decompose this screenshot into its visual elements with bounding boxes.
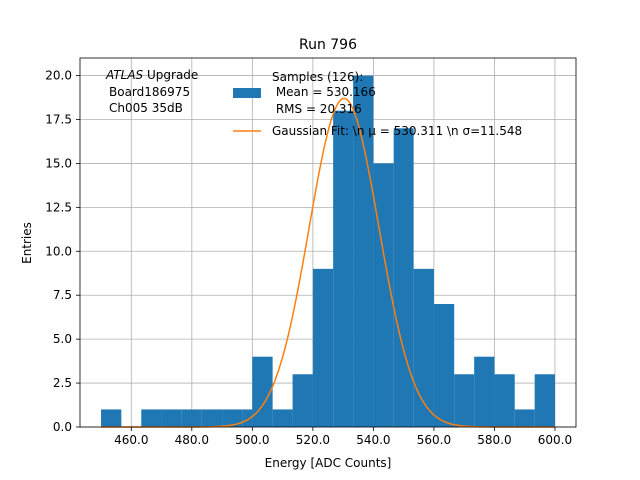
atlas-annotation: ATLAS Upgrade Board186975 Ch005 35dB — [105, 68, 198, 115]
legend-histogram-mean: Mean = 530.166 — [272, 85, 376, 99]
histogram-bar — [514, 409, 535, 427]
x-axis-label: Energy [ADC Counts] — [265, 456, 392, 470]
annotation-board: Board186975 — [109, 85, 190, 99]
histogram-bar — [252, 356, 273, 427]
annotation-channel: Ch005 35dB — [109, 101, 183, 115]
y-tick-label: 17.5 — [45, 113, 72, 127]
histogram-bar — [181, 409, 202, 427]
histogram-bar — [534, 374, 555, 427]
x-tick-label: 600.0 — [538, 433, 572, 447]
y-tick-label: 5.0 — [53, 332, 72, 346]
histogram-bar — [373, 163, 394, 427]
histogram-bar — [242, 409, 253, 427]
legend-histogram-title: Samples (126): — [272, 70, 363, 84]
x-tick-label: 480.0 — [175, 433, 209, 447]
histogram-bar — [333, 110, 354, 427]
y-tick-label: 20.0 — [45, 69, 72, 83]
svg-text:ATLAS Upgrade: ATLAS Upgrade — [105, 68, 198, 82]
x-tick-label: 580.0 — [477, 433, 511, 447]
y-tick-label: 2.5 — [53, 376, 72, 390]
histogram-bar — [433, 304, 455, 427]
histogram-bar — [161, 409, 182, 427]
x-axis-ticks: 460.0 480.0 500.0 520.0 540.0 560.0 580.0 600.0 — [114, 427, 572, 447]
y-tick-label: 15.0 — [45, 156, 72, 170]
x-tick-label: 520.0 — [296, 433, 330, 447]
grid-lines — [80, 58, 576, 428]
histogram-bar — [141, 409, 162, 427]
annotation-atlas: ATLAS — [105, 68, 144, 82]
histogram-bar — [312, 268, 334, 427]
histogram-bar — [494, 374, 515, 427]
axes-frame — [79, 57, 577, 428]
y-tick-label: 10.0 — [45, 244, 72, 258]
histogram-bar — [222, 409, 243, 427]
y-tick-label: 0.0 — [53, 420, 72, 434]
histogram-bars — [101, 75, 555, 428]
histogram-bar — [393, 128, 414, 428]
histogram-bar — [413, 268, 434, 427]
histogram-bar — [292, 374, 313, 427]
x-tick-label: 460.0 — [114, 433, 148, 447]
x-tick-label: 560.0 — [417, 433, 451, 447]
histogram-bar — [272, 409, 293, 427]
legend-histogram-swatch — [233, 88, 261, 98]
legend: Samples (126): Mean = 530.166 RMS = 20.3… — [233, 70, 522, 138]
chart-title: Run 796 — [299, 37, 357, 53]
histogram-bar — [101, 409, 122, 427]
histogram-bar — [201, 409, 223, 427]
y-tick-label: 7.5 — [53, 288, 72, 302]
histogram-bar — [353, 75, 374, 428]
legend-fit-label: Gaussian Fit: \n μ = 530.311 \n σ=11.548 — [272, 124, 522, 138]
y-tick-label: 12.5 — [45, 200, 72, 214]
x-tick-label: 500.0 — [235, 433, 269, 447]
histogram-bar — [454, 374, 475, 427]
y-axis-ticks: 0.0 2.5 5.0 7.5 10.0 12.5 15.0 17.5 20.0 — [45, 69, 80, 434]
x-tick-label: 540.0 — [356, 433, 390, 447]
legend-histogram-rms: RMS = 20.316 — [272, 102, 362, 116]
histogram-bar — [474, 356, 495, 427]
annotation-upgrade: Upgrade — [143, 68, 198, 82]
y-axis-label: Entries — [20, 222, 34, 264]
